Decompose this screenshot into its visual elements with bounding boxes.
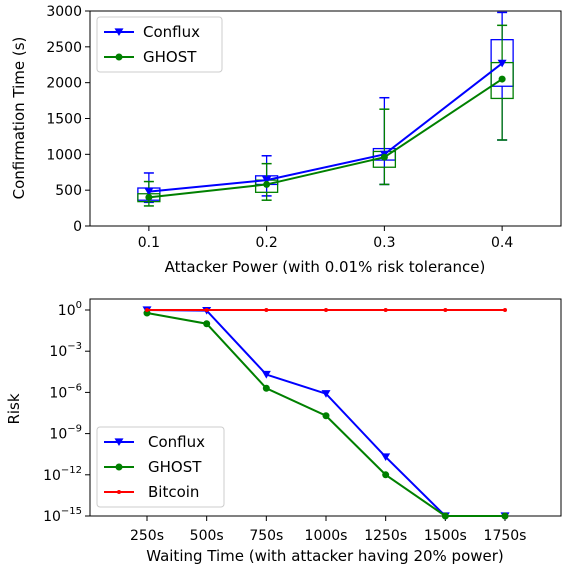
top-legend: Conflux GHOST bbox=[96, 16, 223, 73]
legend-marker bbox=[115, 463, 123, 471]
data-point bbox=[203, 320, 211, 328]
data-point bbox=[261, 370, 271, 379]
legend-box bbox=[96, 16, 223, 73]
top-y-tick-label: 1000 bbox=[46, 147, 82, 163]
bottom-axis-ticks: 250s 500s 750s 1000s 1250s 1500s 1750s 100 10−3 1… bbox=[43, 300, 526, 544]
data-point bbox=[383, 308, 388, 312]
top-series-lines bbox=[144, 59, 507, 201]
series-line-ghost bbox=[148, 78, 503, 199]
series-line-conflux bbox=[148, 62, 503, 193]
data-point bbox=[262, 176, 272, 185]
top-y-tick-label: 500 bbox=[55, 183, 82, 199]
bottom-y-tick-label: 100 bbox=[58, 300, 82, 319]
top-axis-ticks: 0.1 0.2 0.3 0.4 0 500 1000 1500 2000 2500 3000 bbox=[46, 4, 513, 251]
top-x-tick-label: 0.3 bbox=[373, 235, 395, 251]
data-point bbox=[501, 512, 509, 520]
legend-marker bbox=[117, 490, 121, 494]
top-y-tick-label: 3000 bbox=[46, 4, 82, 20]
top-y-axis-label: Confirmation Time (s) bbox=[10, 37, 28, 200]
data-point bbox=[263, 180, 271, 188]
data-point bbox=[322, 412, 330, 420]
bottom-x-tick-label: 1000s bbox=[305, 528, 348, 544]
data-point bbox=[145, 308, 149, 312]
data-point bbox=[204, 308, 209, 312]
bottom-x-axis-label: Waiting Time (with attacker having 20% p… bbox=[146, 547, 504, 565]
top-x-tick-label: 0.2 bbox=[255, 235, 277, 251]
data-point bbox=[443, 308, 448, 312]
bottom-y-tick-label: 10−6 bbox=[49, 382, 82, 401]
top-y-tick-label: 2500 bbox=[46, 40, 82, 56]
top-y-tick-label: 1500 bbox=[46, 112, 82, 128]
bottom-y-axis-label: Risk bbox=[5, 393, 23, 424]
bottom-y-tick-label: 10−3 bbox=[49, 341, 82, 360]
bottom-y-tick-label: 10−15 bbox=[43, 506, 82, 525]
top-x-tick-label: 0.4 bbox=[491, 235, 513, 251]
data-point bbox=[497, 59, 507, 68]
data-point bbox=[503, 308, 507, 312]
data-point bbox=[380, 153, 388, 161]
bottom-x-tick-label: 500s bbox=[190, 528, 224, 544]
legend-label: Conflux bbox=[143, 23, 200, 41]
legend-label: GHOST bbox=[143, 48, 197, 66]
bottom-x-tick-label: 1750s bbox=[484, 528, 527, 544]
data-point bbox=[441, 512, 449, 520]
top-y-tick-label: 2000 bbox=[46, 76, 82, 92]
bottom-x-tick-label: 1250s bbox=[364, 528, 407, 544]
confirmation-time-chart: 0.1 0.2 0.3 0.4 0 500 1000 1500 2000 2500 3000 Att… bbox=[10, 4, 562, 276]
data-point bbox=[382, 471, 390, 479]
legend-box bbox=[96, 426, 225, 508]
bottom-y-tick-label: 10−12 bbox=[43, 465, 82, 484]
bottom-legend: Conflux GHOST Bitcoin bbox=[96, 426, 225, 508]
bottom-x-tick-label: 250s bbox=[130, 528, 164, 544]
data-point bbox=[498, 75, 506, 83]
data-point bbox=[324, 308, 328, 312]
data-point bbox=[262, 384, 270, 392]
top-y-tick-label: 0 bbox=[73, 219, 82, 235]
bottom-series-lines bbox=[142, 306, 510, 521]
bottom-x-tick-label: 750s bbox=[249, 528, 283, 544]
bottom-x-tick-label: 1500s bbox=[424, 528, 467, 544]
top-x-tick-label: 0.1 bbox=[138, 235, 160, 251]
legend-label: Bitcoin bbox=[148, 483, 199, 501]
bottom-y-tick-label: 10−9 bbox=[49, 424, 82, 443]
risk-chart: 250s 500s 750s 1000s 1250s 1500s 1750s 100 10−3 1… bbox=[5, 298, 562, 565]
legend-label: GHOST bbox=[148, 458, 202, 476]
data-point bbox=[321, 390, 331, 398]
data-point bbox=[144, 188, 154, 196]
top-x-axis-label: Attacker Power (with 0.01% risk toleranc… bbox=[165, 258, 486, 276]
data-point bbox=[381, 453, 391, 461]
legend-label: Conflux bbox=[148, 433, 205, 451]
legend-marker bbox=[114, 28, 124, 37]
legend-marker bbox=[115, 53, 123, 61]
data-point bbox=[264, 308, 269, 312]
data-point bbox=[145, 193, 153, 201]
legend-marker bbox=[114, 438, 124, 447]
data-point bbox=[143, 309, 151, 317]
